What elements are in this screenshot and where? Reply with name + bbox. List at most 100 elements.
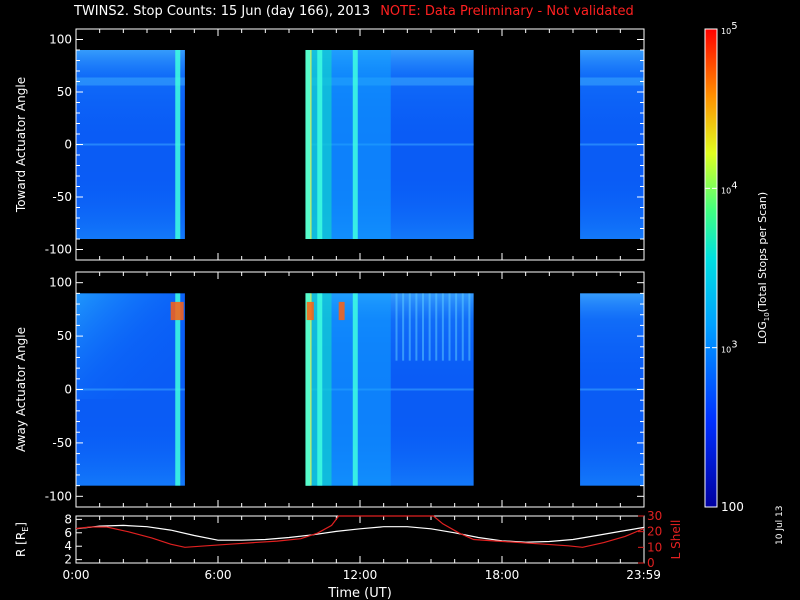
- data-block-shade: [76, 293, 185, 400]
- zero-band: [580, 143, 644, 146]
- away-heatmap: [76, 293, 644, 486]
- title-text: TWINS2. Stop Counts: 15 Jun (day 166), 2…: [74, 4, 371, 19]
- y-tick-label: -50: [52, 436, 72, 450]
- bright-column: [317, 293, 323, 486]
- lshell-tick-label: 20: [647, 525, 662, 539]
- colorbar-gradient: [704, 28, 718, 508]
- y-tick-label: -50: [52, 190, 72, 204]
- streak: [461, 293, 464, 361]
- data-block-shade: [580, 163, 644, 239]
- colorbar-tick-label: 103: [721, 340, 738, 355]
- streak: [468, 293, 471, 361]
- y-tick-label: -100: [45, 243, 72, 257]
- data-block-shade: [76, 163, 185, 239]
- colorbar-tick-exponent: 3: [731, 340, 737, 351]
- data-block-shade: [580, 50, 644, 154]
- hot-spot: [306, 301, 314, 321]
- bright-column: [352, 293, 358, 486]
- away-panel: 100 50 0 -50 -100 Away Actuator Angle: [14, 271, 645, 508]
- chart-title: TWINS2. Stop Counts: 15 Jun (day 166), 2…: [74, 4, 634, 19]
- r-tick-label: 8: [64, 512, 72, 526]
- zero-band: [76, 143, 185, 146]
- data-block-shade: [331, 293, 391, 486]
- colorbar-tick-exponent: 5: [731, 21, 737, 32]
- bright-column: [317, 50, 323, 239]
- bright-column: [352, 50, 358, 239]
- toward-heatmap: [76, 50, 644, 239]
- data-block-shade: [331, 50, 391, 239]
- y-tick-label: 50: [57, 329, 72, 343]
- colorbar-label: LOG10(Total Stops per Scan): [756, 192, 771, 344]
- zero-band: [76, 388, 185, 391]
- r-axis-label: R [RE]: [14, 522, 30, 557]
- streak: [435, 293, 438, 361]
- y-tick-label: 100: [49, 33, 72, 47]
- colorbar-tick-base: 10: [721, 186, 731, 195]
- colorbar-tick-base: 10: [721, 27, 731, 36]
- streak: [408, 293, 411, 361]
- colorbar-tick-base: 10: [721, 346, 731, 355]
- r-series-line: [75, 524, 645, 543]
- hot-spot: [338, 301, 345, 321]
- colorbar-tick-label: 105: [721, 21, 738, 36]
- bright-column: [175, 293, 181, 486]
- time-tick-label: 18:00: [485, 568, 520, 582]
- time-tick-label: 23:59: [626, 568, 661, 582]
- data-block-shade: [76, 50, 185, 154]
- r-tick-label: 2: [64, 553, 72, 567]
- streak: [448, 293, 451, 361]
- streak: [455, 293, 458, 361]
- streak: [415, 293, 418, 361]
- bright-column: [305, 293, 311, 486]
- y-tick-label: 0: [64, 383, 72, 397]
- title-note: NOTE: Data Preliminary - Not validated: [380, 4, 634, 19]
- r-tick-label: 4: [64, 539, 72, 553]
- bright-column: [305, 50, 311, 239]
- lshell-axis-label: L Shell: [669, 520, 683, 560]
- angle-band: [580, 77, 644, 86]
- streak: [428, 293, 431, 361]
- r-tick-label: 6: [64, 526, 72, 540]
- zero-band: [580, 388, 644, 391]
- bright-column: [175, 50, 181, 239]
- data-block-shade: [580, 293, 644, 400]
- time-tick-label: 6:00: [205, 568, 232, 582]
- colorbar-label-main: LOG: [756, 321, 769, 344]
- r-axis-label-tail: ]: [14, 522, 28, 527]
- r-axis-label-main: R [R: [14, 532, 28, 557]
- colorbar-label-tail: (Total Stops per Scan): [756, 192, 769, 313]
- toward-panel: 100 50 0 -50 -100 Toward Actuator Angle: [14, 28, 645, 261]
- time-tick-label: 0:00: [63, 568, 90, 582]
- streak: [422, 293, 425, 361]
- away-ticks: 100 50 0 -50 -100: [45, 272, 645, 507]
- time-axis-label: Time (UT): [327, 586, 392, 600]
- lshell-tick-label: 10: [647, 540, 662, 554]
- lshell-tick-label: 30: [647, 509, 662, 523]
- lshell-series-line: [75, 515, 645, 548]
- colorbar-tick-base: 100: [721, 500, 744, 514]
- y-tick-label: 0: [64, 138, 72, 152]
- streak: [402, 293, 405, 361]
- colorbar-label-sub: 10: [763, 312, 771, 321]
- angle-band: [76, 77, 185, 86]
- toward-ticks: 100 50 0 -50 -100: [45, 29, 645, 260]
- toward-y-axis-label: Toward Actuator Angle: [14, 77, 28, 213]
- data-block-shade: [76, 408, 185, 486]
- y-tick-label: -100: [45, 489, 72, 503]
- r-axis-label-sub: E: [21, 527, 30, 532]
- y-tick-label: 50: [57, 85, 72, 99]
- hot-spot: [170, 301, 184, 321]
- time-tick-label: 12:00: [343, 568, 378, 582]
- data-block-shade: [580, 408, 644, 486]
- colorbar-tick-label: 104: [721, 180, 738, 195]
- orbit-frame: [75, 515, 645, 564]
- streak: [395, 293, 398, 361]
- streak: [441, 293, 444, 361]
- lshell-tick-label: 0: [647, 556, 655, 570]
- colorbar-tick-label: 100: [721, 500, 744, 514]
